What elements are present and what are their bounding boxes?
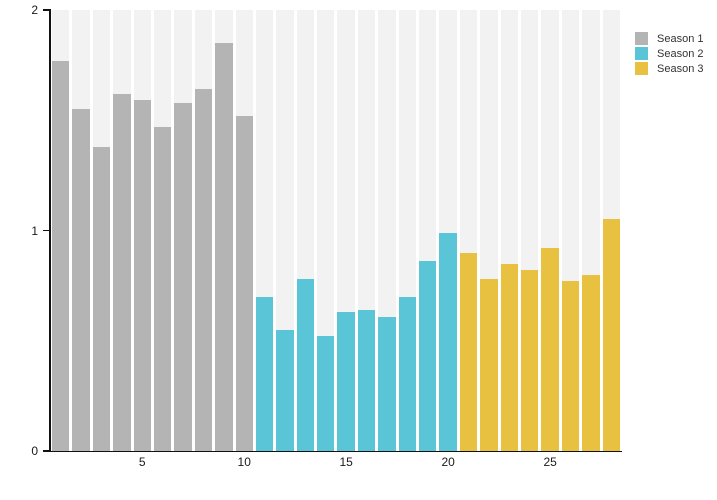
bar [92,146,111,451]
y-tick-mark [43,450,49,452]
plot-background-column [133,10,151,451]
bar [317,336,335,451]
plot-background-column [602,10,620,451]
plot-background-column [541,10,559,451]
plot-background-column [72,10,90,451]
bar [439,232,457,451]
x-tick-label: 25 [543,455,557,469]
bar [541,248,559,451]
x-axis-line [49,450,622,452]
plot-background-column [174,10,192,451]
bar [398,296,417,451]
y-tick-mark [43,229,49,232]
plot-background-column [215,10,233,451]
y-tick-label: 2 [31,3,38,17]
legend-label: Season 2 [657,47,704,60]
bar [602,219,620,451]
plot-background-column [419,10,437,451]
plot-background-column [194,10,213,451]
legend-swatch [635,62,648,75]
bar [215,43,233,451]
bar [296,279,315,451]
plot-background-column [439,10,457,451]
y-axis-line [49,9,51,452]
bar [459,252,478,451]
legend-label: Season 3 [657,62,704,75]
plot-background-column [235,10,253,451]
bar [194,89,213,451]
bar [72,109,90,451]
plot-background-column [520,10,539,451]
bar [235,115,253,451]
x-tick-label: 10 [237,455,251,469]
bar [276,329,294,451]
legend-entry: Season 3 [635,62,703,75]
plot-background-column [357,10,376,451]
plot-background-column [113,10,131,451]
bar [52,60,70,451]
bar [419,261,437,451]
bar [153,126,172,451]
legend: Season 1 Season 2 Season 3 [635,32,703,75]
x-tick-label: 5 [138,455,146,469]
plot-background-column [378,10,396,451]
plot-background-column [153,10,172,451]
plot-background-column [92,10,111,451]
plot-area [52,10,620,451]
plot-background-column [52,10,70,451]
plot-background-column [255,10,274,451]
plot-background-column [317,10,335,451]
bar-columns [52,10,620,451]
bar [500,263,518,451]
legend-swatch [635,32,648,45]
bar [561,281,580,451]
legend-swatch [635,47,648,60]
x-tick-label: 20 [441,455,455,469]
bar [378,316,396,451]
legend-entry: Season 1 [635,32,703,45]
bar [520,270,539,451]
x-tick-label: 15 [339,455,353,469]
plot-background-column [337,10,355,451]
plot-background-column [561,10,580,451]
plot-background-column [582,10,600,451]
bar [255,296,274,451]
bar [337,312,355,451]
legend-entry: Season 2 [635,47,703,60]
plot-background-column [480,10,498,451]
bar [174,102,192,451]
legend-label: Season 1 [657,32,704,45]
y-tick-label: 0 [31,444,38,458]
plot-background-column [500,10,518,451]
bar [582,274,600,451]
bar [357,309,376,451]
plot-background-column [276,10,294,451]
bar [113,93,131,451]
y-tick-mark [43,9,49,11]
plot-background-column [459,10,478,451]
y-tick-label: 1 [31,223,38,238]
bar [133,100,151,451]
plot-background-column [296,10,315,451]
bar [480,279,498,451]
plot-background-column [398,10,417,451]
